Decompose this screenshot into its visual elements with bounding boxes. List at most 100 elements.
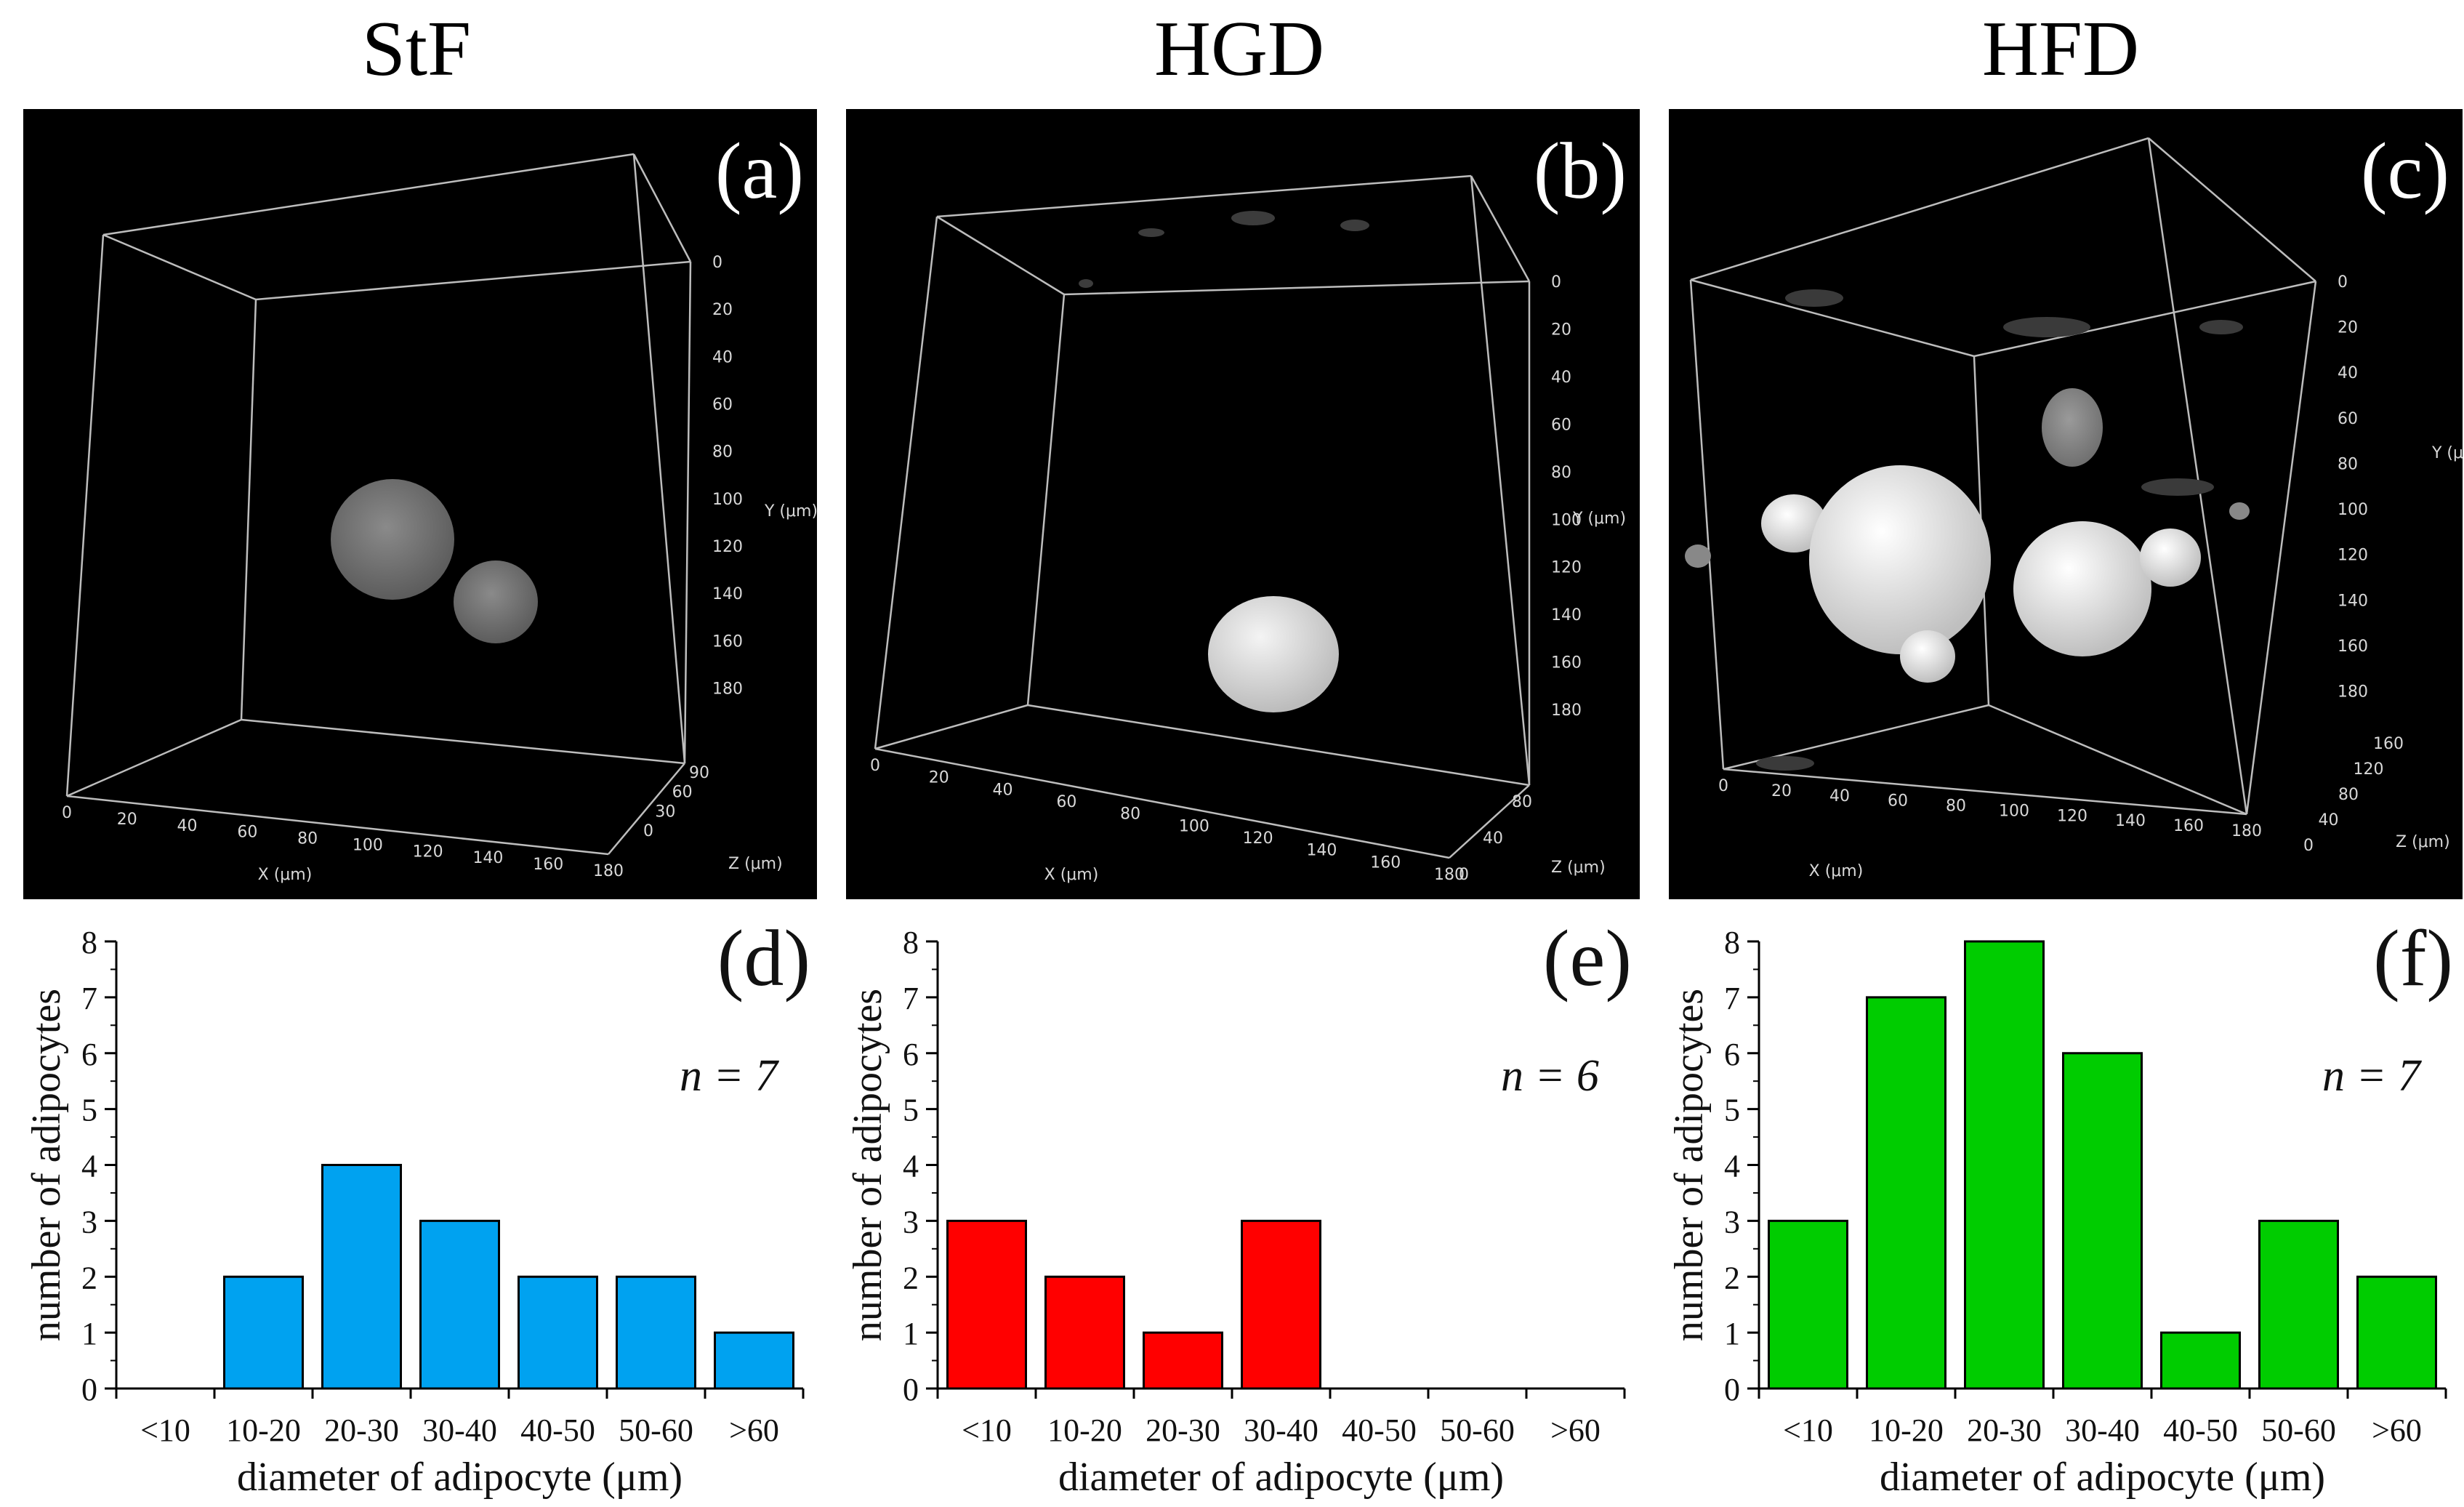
x-tick-label: 120 bbox=[1243, 829, 1273, 848]
panel-3d-c: 0 20 40 60 80 100 120 140 160 180 0 20 40 60 80 100 120 1… bbox=[1669, 109, 2463, 899]
y-tick-label: 40 bbox=[2338, 364, 2358, 382]
x-tick-label: 50-60 bbox=[2261, 1412, 2336, 1448]
bar-30-40 bbox=[2062, 1052, 2143, 1390]
y-axis-title: number of adipocytes bbox=[24, 989, 69, 1341]
y-tick-label: 7 bbox=[1724, 981, 1740, 1016]
x-tick-label: 40 bbox=[1829, 787, 1850, 805]
y-tick-label: 0 bbox=[1551, 273, 1561, 292]
z-axis-label: Z (μm) bbox=[728, 855, 783, 873]
chart-label-e: (e) bbox=[1542, 914, 1632, 1002]
z-tick-label: 0 bbox=[643, 822, 653, 840]
x-tick-label: >60 bbox=[729, 1412, 779, 1448]
z-tick-label: 0 bbox=[1459, 866, 1469, 884]
y-tick-label: 0 bbox=[81, 1372, 97, 1407]
y-tick-label: 100 bbox=[712, 491, 743, 509]
y-tick-label: 8 bbox=[1724, 925, 1740, 960]
y-tick-label: 4 bbox=[903, 1149, 919, 1184]
y-tick-label: 140 bbox=[1551, 606, 1582, 624]
y-tick-label: 1 bbox=[903, 1316, 919, 1351]
microscopy-render-b: 0204060801001201401601800204060801001201… bbox=[870, 174, 1626, 884]
x-tick-label: 20-30 bbox=[1146, 1412, 1220, 1448]
x-tick-label: 140 bbox=[472, 849, 503, 867]
z-axis-label: Z (μm) bbox=[1551, 859, 1606, 877]
panel-3d-b: 0 20 40 60 80 100 120 140 160 180 0 20 40 60 80 100 120 1… bbox=[846, 109, 1640, 899]
x-tick-label: 40-50 bbox=[520, 1412, 595, 1448]
y-axis-title: number of adipocytes bbox=[845, 989, 890, 1341]
bar-<10 bbox=[946, 1219, 1027, 1390]
x-tick-label: <10 bbox=[1783, 1412, 1833, 1448]
z-tick-label: 160 bbox=[2373, 735, 2404, 753]
x-axis-label: X (μm) bbox=[1809, 862, 1864, 880]
histogram-e-svg: 0 1 2 3 4 5 6 7 8 <10 10-20 20-30 30-40 40-50 50-60 >60… bbox=[845, 925, 1626, 1500]
y-tick-label: 20 bbox=[712, 301, 733, 319]
column-title-hfd: HFD bbox=[1981, 6, 2140, 92]
column-title-hgd: HGD bbox=[1154, 6, 1324, 92]
bar-40-50 bbox=[2160, 1331, 2241, 1390]
x-tick-label: >60 bbox=[1550, 1412, 1601, 1448]
x-tick-label: 140 bbox=[2115, 812, 2146, 830]
histogram-f-svg: 0 1 2 3 4 5 6 7 8 <10 10-20 20-30 30-40 40-50 50-60 >60… bbox=[1667, 925, 2447, 1500]
y-tick-label: 180 bbox=[2338, 683, 2368, 702]
y-tick-label: 140 bbox=[2338, 592, 2368, 610]
x-tick-label: 180 bbox=[593, 862, 624, 880]
n-count-d: n = 7 bbox=[680, 1051, 778, 1101]
y-tick-label: 3 bbox=[903, 1204, 919, 1239]
y-tick-label: 6 bbox=[1724, 1037, 1740, 1072]
bar-50-60 bbox=[616, 1275, 696, 1390]
x-tick-label: 160 bbox=[2173, 817, 2204, 835]
y-tick-label: 4 bbox=[1724, 1149, 1740, 1184]
x-tick-label: 160 bbox=[1370, 853, 1401, 872]
adipocyte-1 bbox=[331, 479, 454, 600]
x-tick-label: 60 bbox=[1056, 793, 1076, 811]
x-tick-label: 20-30 bbox=[324, 1412, 399, 1448]
x-tick-label: 10-20 bbox=[226, 1412, 301, 1448]
y-tick-label: 0 bbox=[712, 254, 722, 272]
x-tick-label: <10 bbox=[962, 1412, 1012, 1448]
microscopy-render-a: 0 20 40 60 80 100 120 140 160 180 0 20 40 60 80 100 120 1… bbox=[62, 153, 817, 884]
adipocyte-2 bbox=[1809, 465, 1991, 654]
y-tick-label: 0 bbox=[2338, 273, 2348, 292]
x-tick-label: 10-20 bbox=[1869, 1412, 1944, 1448]
y-tick-label: 180 bbox=[1551, 702, 1582, 720]
y-tick-label: 2 bbox=[903, 1260, 919, 1295]
microscopy-render-c: 0 20 40 60 80 100 120 140 160 180 0 20 40 60 80 100 120 1… bbox=[1685, 137, 2463, 880]
bar->60 bbox=[714, 1331, 794, 1390]
x-tick-label: 30-40 bbox=[422, 1412, 497, 1448]
adipocyte-small bbox=[2042, 388, 2103, 467]
adipocyte-1 bbox=[1208, 596, 1339, 712]
z-tick-label: 120 bbox=[2354, 760, 2384, 779]
adipocyte-4 bbox=[2140, 529, 2201, 587]
x-tick-label: 0 bbox=[62, 804, 72, 822]
x-tick-label: 60 bbox=[1888, 792, 1908, 811]
histogram-f: 0 1 2 3 4 5 6 7 8 <10 10-20 20-30 30-40 40-50 50-60 >60… bbox=[1657, 912, 2464, 1501]
x-tick-label: 40 bbox=[177, 817, 198, 835]
x-axis-label: X (μm) bbox=[258, 866, 313, 884]
y-tick-label: 0 bbox=[1724, 1372, 1740, 1407]
x-tick-label: 100 bbox=[1179, 817, 1209, 835]
x-tick-label: >60 bbox=[2372, 1412, 2422, 1448]
x-tick-label: 80 bbox=[1120, 805, 1140, 824]
bar-20-30 bbox=[1143, 1331, 1223, 1390]
bar-40-50 bbox=[518, 1275, 598, 1390]
x-tick-label: 10-20 bbox=[1047, 1412, 1122, 1448]
y-tick-label: 8 bbox=[81, 925, 97, 960]
adipocyte-1 bbox=[1761, 494, 1827, 552]
y-tick-label: 0 bbox=[903, 1372, 919, 1407]
z-tick-label: 80 bbox=[1512, 793, 1532, 811]
y-tick-label: 5 bbox=[1724, 1093, 1740, 1128]
bar->60 bbox=[2356, 1275, 2437, 1390]
x-tick-label: 30-40 bbox=[1244, 1412, 1318, 1448]
y-tick-label: 7 bbox=[81, 981, 97, 1016]
y-tick-label: 40 bbox=[1551, 369, 1571, 387]
y-tick-label: 120 bbox=[712, 538, 743, 556]
y-tick-label: 2 bbox=[81, 1260, 97, 1295]
panel-label-c: (c) bbox=[2360, 126, 2449, 215]
x-axis-title: diameter of adipocyte (μm) bbox=[237, 1455, 683, 1500]
x-tick-label: 140 bbox=[1306, 842, 1337, 860]
y-axis-title: number of adipocytes bbox=[1667, 989, 1712, 1341]
y-tick-label: 40 bbox=[712, 348, 733, 366]
y-tick-label: 100 bbox=[2338, 501, 2368, 519]
y-axis-label: Y (μm) bbox=[2431, 444, 2463, 462]
adipocyte-2 bbox=[454, 560, 538, 643]
bar-<10 bbox=[1768, 1219, 1848, 1390]
